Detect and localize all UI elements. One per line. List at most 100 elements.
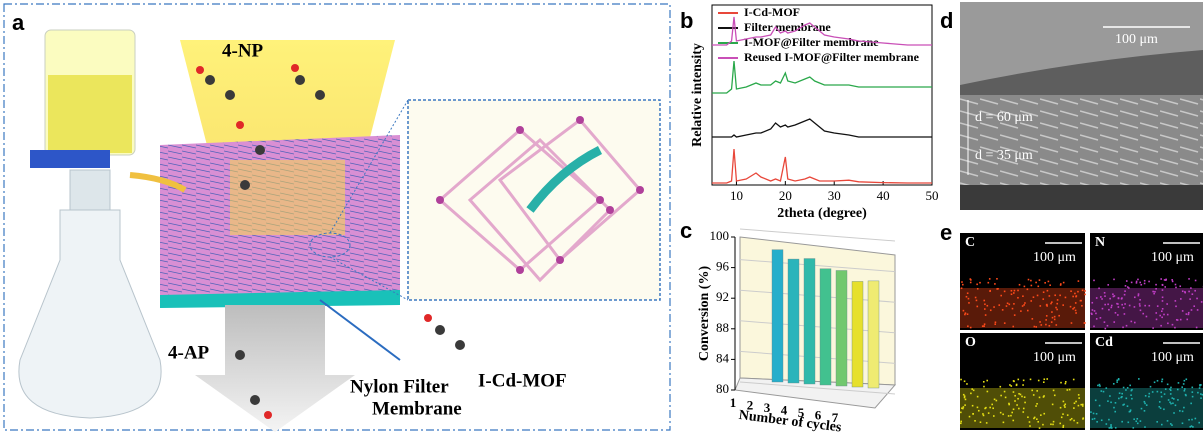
map-dot	[1166, 420, 1169, 422]
map-dot	[1123, 293, 1126, 296]
map-dot	[1064, 406, 1066, 408]
panel-a-illustration-part-part	[315, 90, 325, 100]
map-dot	[1107, 284, 1110, 286]
map-dot	[1163, 408, 1165, 411]
map-dot	[1118, 397, 1120, 400]
map-dot	[1099, 317, 1102, 319]
map-dot	[1135, 282, 1138, 284]
map-dot	[1022, 384, 1024, 386]
panel-a-illustration-part	[195, 305, 355, 432]
map-dot	[1020, 310, 1022, 312]
map-dot	[1093, 325, 1095, 328]
map-dot	[1171, 323, 1174, 326]
map-dot	[964, 313, 966, 316]
map-dot	[968, 302, 970, 304]
map-dot	[1030, 284, 1033, 287]
map-dot	[966, 383, 968, 385]
map-dot	[1069, 305, 1072, 308]
map-dot	[1045, 304, 1048, 306]
data-line	[712, 60, 932, 94]
map-dot	[1062, 426, 1064, 428]
map-dot	[967, 325, 969, 328]
map-dot	[1148, 392, 1151, 395]
panel-label: e	[940, 220, 952, 245]
panel-a-illustration-part	[205, 75, 465, 405]
map-dot	[1013, 314, 1016, 316]
map-dot	[1051, 301, 1053, 303]
map-dot	[1107, 400, 1109, 402]
map-dot	[1045, 315, 1048, 317]
map-dot	[1035, 405, 1037, 407]
map-dot	[1045, 323, 1047, 326]
panel-a-illustration-part	[319, 299, 401, 361]
map-dot	[1084, 293, 1086, 296]
map-dot	[1172, 398, 1175, 400]
map-dot	[1161, 316, 1163, 319]
map-dot	[1062, 304, 1064, 306]
grid-line	[739, 259, 896, 273]
map-dot	[1121, 303, 1123, 306]
map-dot	[1060, 381, 1062, 384]
bar	[803, 258, 816, 385]
map-dot	[1036, 390, 1038, 392]
map-dot	[1110, 401, 1112, 404]
map-dot	[1138, 378, 1140, 380]
map-dot	[1100, 296, 1102, 298]
map-dot	[961, 281, 963, 283]
map-dot	[1182, 383, 1185, 385]
map-dot	[1011, 307, 1014, 310]
map-dot	[1170, 386, 1172, 389]
map-dot	[1161, 284, 1164, 286]
map-dot	[1009, 384, 1011, 386]
map-dot	[1142, 312, 1145, 315]
map-dot	[1122, 386, 1125, 389]
y-axis-label: Relative intensity	[690, 43, 705, 147]
map-dot	[993, 306, 995, 308]
panel-a-illustration-part	[230, 160, 345, 235]
map-dot	[1082, 417, 1085, 419]
map-dot	[1003, 390, 1006, 393]
map-dot	[1131, 388, 1133, 391]
map-dot	[1143, 400, 1146, 403]
x-tick-label: 30	[828, 188, 841, 203]
panel-label: c	[680, 218, 692, 243]
map-dot	[1189, 298, 1191, 300]
panel-a-illustration-part-part	[235, 350, 245, 360]
map-dot	[1125, 397, 1128, 400]
map-dot	[1004, 396, 1007, 399]
map-dot	[1139, 299, 1141, 301]
map-dot	[1177, 382, 1180, 384]
map-dot	[1159, 407, 1162, 409]
map-dot	[1054, 294, 1056, 297]
panel-a-illustration-part-part	[236, 121, 244, 129]
map-dot	[1032, 296, 1035, 298]
panel-a-illustration-part-part	[205, 75, 215, 85]
map-dot	[1048, 324, 1051, 327]
map-dot	[1128, 410, 1131, 413]
map-dot	[983, 325, 985, 327]
map-dot	[1187, 313, 1190, 316]
map-dot	[1188, 278, 1190, 280]
map-dot	[1191, 395, 1194, 398]
map-dot	[1052, 389, 1055, 392]
map-dot	[1161, 378, 1164, 381]
map-dot	[1161, 296, 1164, 299]
map-dot	[1180, 298, 1182, 300]
map-dot	[1073, 306, 1076, 309]
scale-bar-label: 100 μm	[1151, 250, 1194, 265]
map-dot	[1095, 312, 1097, 315]
x-tick-label: 3	[764, 400, 771, 415]
map-dot	[1038, 279, 1041, 281]
map-dot	[983, 323, 986, 325]
map-dot	[963, 380, 966, 383]
map-dot	[1179, 410, 1181, 412]
map-dot	[1104, 303, 1106, 306]
map-dot	[1143, 279, 1146, 282]
map-dot	[1103, 291, 1106, 294]
map-dot	[1127, 421, 1130, 424]
map-dot	[1163, 279, 1166, 281]
map-dot	[1124, 303, 1126, 305]
map-dot	[1110, 427, 1113, 429]
map-dot	[962, 407, 964, 410]
map-dot	[1080, 403, 1083, 406]
